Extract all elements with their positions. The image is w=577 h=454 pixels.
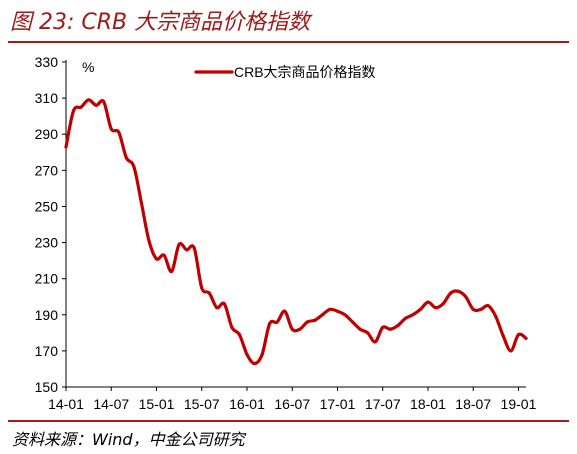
data-point	[275, 320, 279, 324]
data-point	[245, 352, 249, 357]
data-point	[260, 352, 264, 357]
data-point	[381, 325, 385, 329]
x-tick-label: 19-01	[501, 396, 537, 412]
data-point	[170, 269, 174, 273]
data-point	[94, 103, 98, 107]
data-point	[64, 145, 68, 149]
data-point	[366, 331, 370, 335]
data-point	[177, 242, 181, 246]
figure-title: 图 23: CRB 大宗商品价格指数	[10, 10, 311, 35]
data-point	[396, 324, 400, 328]
y-tick-label: 150	[35, 379, 59, 395]
x-tick-label: 17-07	[365, 396, 401, 412]
y-tick-label: 190	[35, 307, 59, 323]
y-tick-label: 270	[35, 162, 59, 178]
data-point	[185, 248, 189, 252]
data-point	[313, 318, 317, 322]
data-point	[411, 313, 415, 317]
y-tick-label: 310	[35, 90, 59, 106]
y-tick-label: 330	[35, 54, 59, 70]
data-point	[479, 307, 483, 311]
data-point	[494, 315, 498, 319]
data-point	[471, 307, 475, 311]
x-tick-label: 15-01	[139, 396, 175, 412]
data-point	[441, 302, 445, 306]
data-point	[124, 156, 128, 160]
data-point	[509, 349, 513, 353]
data-point	[516, 333, 521, 337]
data-point	[268, 322, 272, 326]
crb-line-chart: 150 170 190 210 230 250 270 290 310 330 % 14-01 14-0…	[35, 54, 537, 412]
source-note: 资料来源：Wind，中金公司研究	[12, 430, 245, 449]
data-point	[418, 307, 422, 311]
x-tick-label: 14-07	[93, 396, 129, 412]
y-tick-label: 250	[35, 198, 59, 214]
data-point	[109, 127, 113, 131]
y-tick-label: 210	[35, 271, 59, 287]
x-tick-label: 15-07	[184, 396, 220, 412]
x-tick-label: 16-07	[274, 396, 310, 412]
y-tick-label: 170	[35, 343, 59, 359]
data-point	[373, 340, 377, 344]
data-point	[433, 306, 438, 310]
data-point	[154, 257, 159, 261]
data-point	[200, 286, 204, 290]
data-point	[335, 309, 340, 313]
data-point	[486, 304, 490, 308]
data-point	[298, 327, 302, 331]
data-point	[192, 246, 196, 250]
data-point	[87, 98, 91, 102]
title-divider	[8, 41, 569, 43]
data-point	[320, 313, 324, 317]
data-point	[290, 327, 294, 331]
data-point	[237, 333, 241, 337]
data-point	[132, 165, 136, 169]
data-point	[426, 300, 430, 304]
data-point	[351, 320, 355, 324]
y-unit-label: %	[82, 59, 94, 75]
data-point	[71, 109, 76, 113]
data-point	[230, 325, 234, 329]
data-point	[343, 313, 347, 317]
data-point	[524, 336, 528, 340]
data-point	[147, 239, 151, 243]
y-tick-label: 290	[35, 126, 59, 142]
data-point	[102, 100, 106, 104]
data-point	[305, 320, 309, 324]
x-tick-label: 14-01	[48, 396, 84, 412]
data-point	[358, 327, 362, 331]
x-tick-label: 18-01	[410, 396, 446, 412]
data-point	[388, 327, 392, 331]
data-point	[328, 307, 332, 311]
data-point	[456, 289, 460, 293]
data-point	[162, 253, 166, 257]
data-point	[222, 302, 226, 306]
x-tick-label: 16-01	[229, 396, 265, 412]
y-tick-label: 230	[35, 235, 59, 251]
data-point	[403, 316, 407, 320]
data-point	[501, 334, 505, 338]
data-point	[139, 201, 143, 205]
source-divider	[8, 420, 569, 422]
legend-label: CRB大宗商品价格指数	[234, 64, 376, 80]
data-point	[215, 306, 219, 310]
data-point	[283, 309, 287, 313]
data-point	[207, 291, 211, 295]
data-point	[117, 130, 121, 134]
data-point	[79, 105, 83, 109]
x-tick-label: 17-01	[320, 396, 356, 412]
data-point	[252, 361, 257, 366]
series-line-crb	[64, 98, 528, 366]
data-point	[449, 291, 453, 295]
data-point	[464, 295, 468, 299]
x-tick-label: 18-07	[455, 396, 491, 412]
